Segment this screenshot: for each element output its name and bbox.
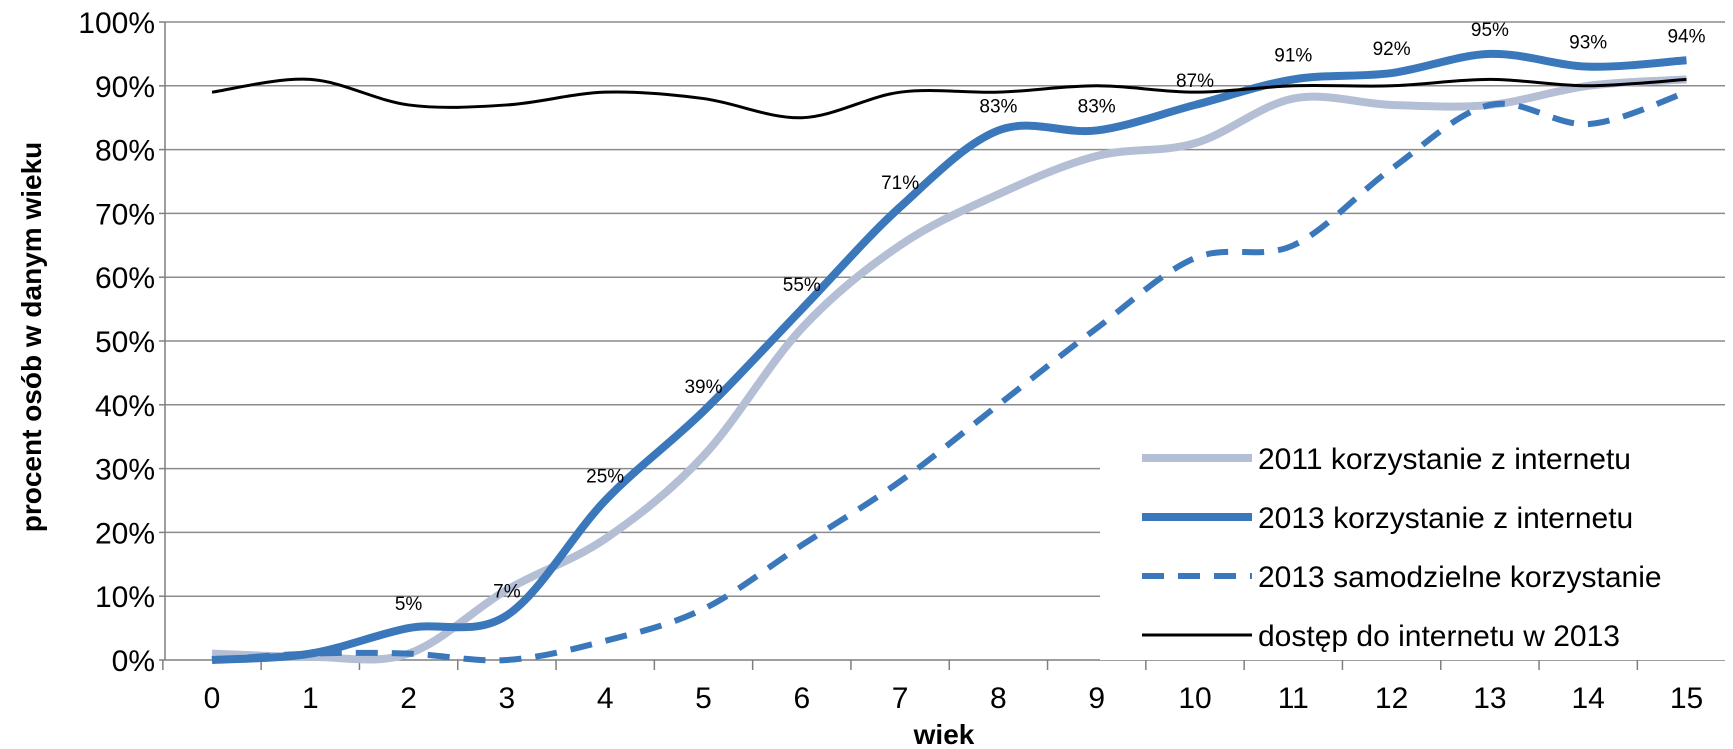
data-label: 87%	[1176, 71, 1214, 92]
y-tick-label: 80%	[95, 135, 155, 168]
legend-label-1: 2013 korzystanie z internetu	[1258, 502, 1633, 535]
x-tick-label: 8	[990, 682, 1007, 715]
x-tick-label: 3	[499, 682, 516, 715]
y-tick-label: 70%	[95, 198, 155, 231]
data-label: 25%	[586, 467, 624, 488]
gridlines	[165, 21, 1725, 597]
y-tick-label: 90%	[95, 71, 155, 104]
data-labels: 5% 7% 25% 39% 55% 71% 83% 83% 87% 91% 92% 95% 93% 94%	[395, 20, 1706, 615]
x-tick-label: 1	[302, 682, 319, 715]
y-tick-label: 50%	[95, 326, 155, 359]
x-tick-label: 14	[1572, 682, 1605, 715]
x-tick-label: 7	[892, 682, 909, 715]
data-label: 39%	[684, 377, 722, 398]
y-tick-label: 0%	[112, 645, 155, 678]
data-label: 92%	[1373, 39, 1411, 60]
y-tick-label: 10%	[95, 581, 155, 614]
data-label: 94%	[1667, 26, 1705, 47]
data-label: 95%	[1471, 20, 1509, 41]
legend: 2011 korzystanie z internetu 2013 korzyst…	[1100, 420, 1725, 660]
x-tick-label: 2	[400, 682, 417, 715]
series-line-1	[211, 49, 1687, 664]
y-axis-title: procent osób w danym wieku	[16, 142, 47, 533]
data-label: 83%	[979, 96, 1017, 117]
y-tick-labels: 0% 10% 20% 30% 40% 50% 60% 70% 80% 90% 100%	[78, 7, 155, 678]
x-tick-label: 12	[1375, 682, 1408, 715]
x-tick-label: 0	[204, 682, 221, 715]
data-label: 7%	[493, 581, 521, 602]
data-label: 93%	[1569, 33, 1607, 54]
x-tick-label: 15	[1670, 682, 1703, 715]
y-tick-label: 100%	[78, 7, 155, 40]
legend-label-2: 2013 samodzielne korzystanie	[1258, 561, 1662, 594]
x-axis-title: wiek	[913, 719, 975, 749]
data-label: 5%	[395, 594, 423, 615]
x-tick-label: 6	[793, 682, 810, 715]
x-tick-label: 11	[1278, 682, 1309, 715]
x-tick-labels: 0 1 2 3 4 5 6 7 8 9 10 11 12 13 14 15	[204, 682, 1704, 715]
series-lines	[211, 49, 1688, 664]
series-line-3	[211, 77, 1687, 120]
x-tick-label: 5	[695, 682, 712, 715]
x-tick-label: 4	[597, 682, 614, 715]
legend-label-3: dostęp do internetu w 2013	[1258, 620, 1620, 653]
x-tick-label: 13	[1473, 682, 1506, 715]
x-tick-label: 10	[1178, 682, 1211, 715]
y-tick-label: 40%	[95, 390, 155, 423]
data-label: 91%	[1274, 45, 1312, 66]
data-label: 55%	[783, 275, 821, 296]
data-label: 83%	[1078, 96, 1116, 117]
x-tick-label: 9	[1088, 682, 1105, 715]
y-tick-label: 30%	[95, 454, 155, 487]
series-line-2	[211, 89, 1688, 664]
y-tick-label: 20%	[95, 517, 155, 550]
series-line-0	[211, 75, 1687, 664]
legend-label-0: 2011 korzystanie z internetu	[1258, 443, 1631, 476]
data-label: 71%	[881, 173, 919, 194]
y-tick-label: 60%	[95, 262, 155, 295]
